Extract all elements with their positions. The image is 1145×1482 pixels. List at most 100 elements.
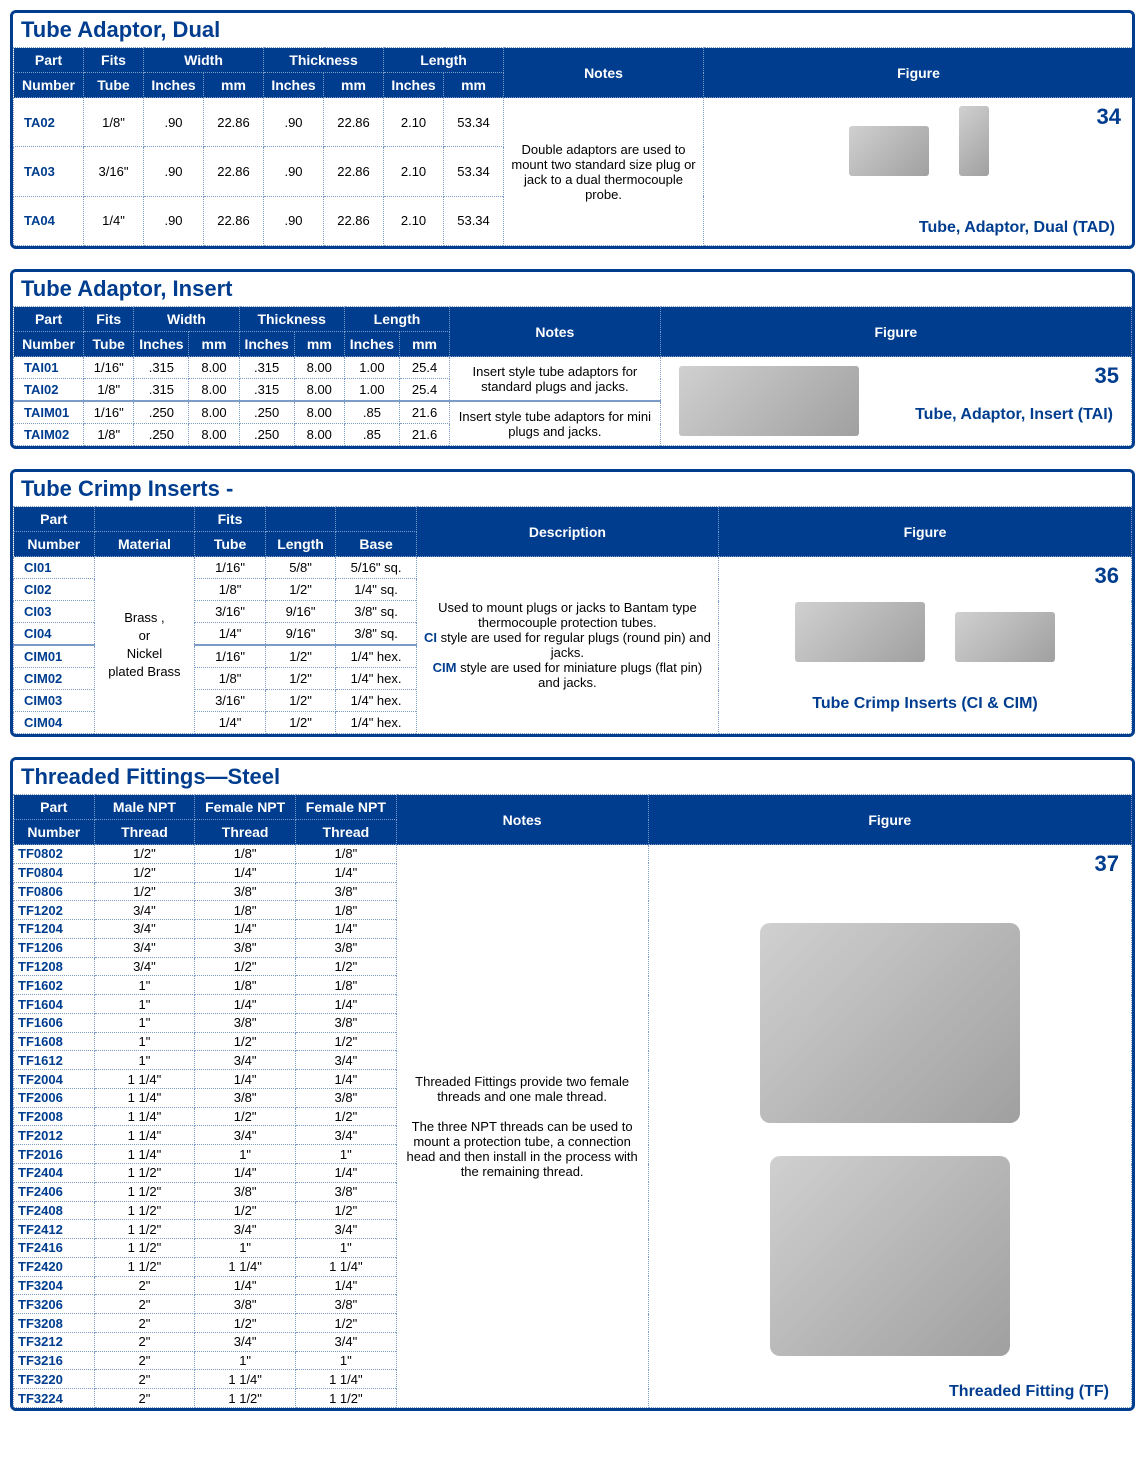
cell: 3/4": [195, 1126, 296, 1145]
cell: 2.10: [384, 98, 444, 147]
cell: 3/4": [94, 920, 195, 939]
part-number: TF2006: [14, 1088, 95, 1107]
h: Part: [14, 795, 95, 820]
h: Female NPT: [296, 795, 397, 820]
h: mm: [444, 73, 504, 98]
part-number: TF2416: [14, 1239, 95, 1258]
part-number: TF1602: [14, 976, 95, 995]
cell: 1/2": [296, 957, 397, 976]
figure-number: 34: [1097, 104, 1121, 130]
cell: .90: [144, 147, 204, 196]
cell: 1": [195, 1239, 296, 1258]
cell: 1/2": [94, 882, 195, 901]
cell: 1/2": [265, 579, 336, 601]
h: [336, 507, 417, 532]
data-table: Part Fits Width Thickness Length Notes F…: [13, 306, 1132, 446]
part-number: TF3204: [14, 1276, 95, 1295]
part-number: TA02: [14, 98, 84, 147]
cell: 1 1/4": [94, 1107, 195, 1126]
cell: 22.86: [204, 98, 264, 147]
product-image-icon: [849, 126, 929, 176]
cell: 1": [195, 1351, 296, 1370]
part-number: TAI02: [14, 379, 84, 402]
table-row: TF08021/2"1/8"1/8"Threaded Fittings prov…: [14, 845, 1132, 864]
cell: 3/8": [195, 882, 296, 901]
cell: 1/2": [265, 712, 336, 734]
figure-number: 36: [1095, 563, 1119, 589]
cell: 3/8": [195, 1013, 296, 1032]
cell: 2": [94, 1314, 195, 1333]
cell: 5/8": [265, 557, 336, 579]
cell: 1": [195, 1145, 296, 1164]
cell: 22.86: [324, 196, 384, 245]
table-tai: Tube Adaptor, Insert Part Fits Width Thi…: [10, 269, 1135, 449]
h: Length: [265, 532, 336, 557]
cell: .90: [144, 196, 204, 245]
h: Thickness: [239, 307, 344, 332]
cell: 2": [94, 1295, 195, 1314]
cell: 1/2": [195, 957, 296, 976]
part-number: TF2012: [14, 1126, 95, 1145]
table-tf: Threaded Fittings—Steel Part Male NPT Fe…: [10, 757, 1135, 1411]
part-number: TF1608: [14, 1032, 95, 1051]
cell: 1/4": [195, 995, 296, 1014]
cell: 1.00: [344, 357, 399, 379]
figure-label: Tube, Adaptor, Dual (TAD): [712, 219, 1125, 237]
part-number: TF3212: [14, 1332, 95, 1351]
part-number: TF1612: [14, 1051, 95, 1070]
cell: 3/16": [195, 690, 266, 712]
h: Fits: [84, 48, 144, 73]
cell: .315: [134, 357, 189, 379]
cell: 1/4" hex.: [336, 645, 417, 668]
h: Inches: [384, 73, 444, 98]
cell: 8.00: [294, 401, 344, 424]
cell: 2.10: [384, 196, 444, 245]
cell: 8.00: [189, 379, 239, 402]
cell: 3/8": [296, 1182, 397, 1201]
cell: 1/8": [296, 845, 397, 864]
h: Width: [134, 307, 239, 332]
part-number: TF2408: [14, 1201, 95, 1220]
cell: 1/4": [195, 712, 266, 734]
cell: 3/16": [84, 147, 144, 196]
data-table: Part Fits Width Thickness Length Notes F…: [13, 47, 1134, 246]
part-number: TF1206: [14, 938, 95, 957]
part-number: TF2016: [14, 1145, 95, 1164]
cell: 1/8": [195, 579, 266, 601]
cell: 8.00: [189, 357, 239, 379]
cell: 1 1/4": [94, 1145, 195, 1164]
part-number: TF3224: [14, 1389, 95, 1408]
cell: 1/4": [296, 995, 397, 1014]
cell: 1 1/4": [94, 1070, 195, 1089]
cell: 3/4": [195, 1332, 296, 1351]
cell: .250: [239, 401, 294, 424]
cell: 3/4": [296, 1051, 397, 1070]
part-number: CIM04: [14, 712, 95, 734]
cell: .250: [134, 424, 189, 446]
cell: 1 1/4": [94, 1088, 195, 1107]
cell: 1/4": [195, 920, 296, 939]
cell: 1/8": [84, 424, 134, 446]
cell: 21.6: [399, 424, 449, 446]
h: Thread: [296, 820, 397, 845]
cell: 1": [94, 1013, 195, 1032]
cell: 53.34: [444, 196, 504, 245]
cell: 1.00: [344, 379, 399, 402]
cell: 1/4": [195, 863, 296, 882]
notes: Insert style tube adaptors for mini plug…: [450, 401, 661, 446]
product-image-icon: [955, 612, 1055, 662]
cell: 1/4": [195, 1070, 296, 1089]
cell: 1/8": [195, 976, 296, 995]
cell: 8.00: [294, 379, 344, 402]
figure-cell: 34 Tube, Adaptor, Dual (TAD): [704, 98, 1134, 246]
cell: 2": [94, 1370, 195, 1389]
cell: 3/16": [195, 601, 266, 623]
cell: 1 1/2": [94, 1220, 195, 1239]
part-number: CI04: [14, 623, 95, 646]
h: mm: [189, 332, 239, 357]
cell: 1": [94, 1032, 195, 1051]
h: Thread: [94, 820, 195, 845]
h: Inches: [344, 332, 399, 357]
h: Figure: [719, 507, 1132, 557]
cell: 3/8": [195, 1295, 296, 1314]
